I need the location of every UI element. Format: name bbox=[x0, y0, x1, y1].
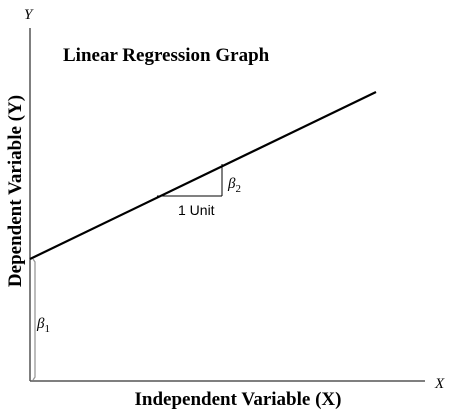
y-axis-letter: Y bbox=[24, 7, 34, 23]
regression-line bbox=[29, 91, 377, 260]
x-axis-letter: X bbox=[434, 376, 445, 392]
intercept-subscript: 1 bbox=[44, 323, 50, 335]
x-axis-label: Independent Variable (X) bbox=[135, 389, 342, 410]
y-axis-label: Dependent Variable (Y) bbox=[5, 95, 26, 287]
slope-subscript: 2 bbox=[235, 183, 241, 195]
intercept-bracket bbox=[32, 258, 36, 381]
run-label: 1 Unit bbox=[178, 202, 215, 218]
intercept-symbol: β bbox=[36, 316, 45, 332]
intercept-label: β1 bbox=[36, 316, 50, 335]
diagram-title: Linear Regression Graph bbox=[63, 45, 270, 66]
slope-symbol: β bbox=[227, 176, 236, 192]
slope-label: β2 bbox=[227, 176, 241, 195]
